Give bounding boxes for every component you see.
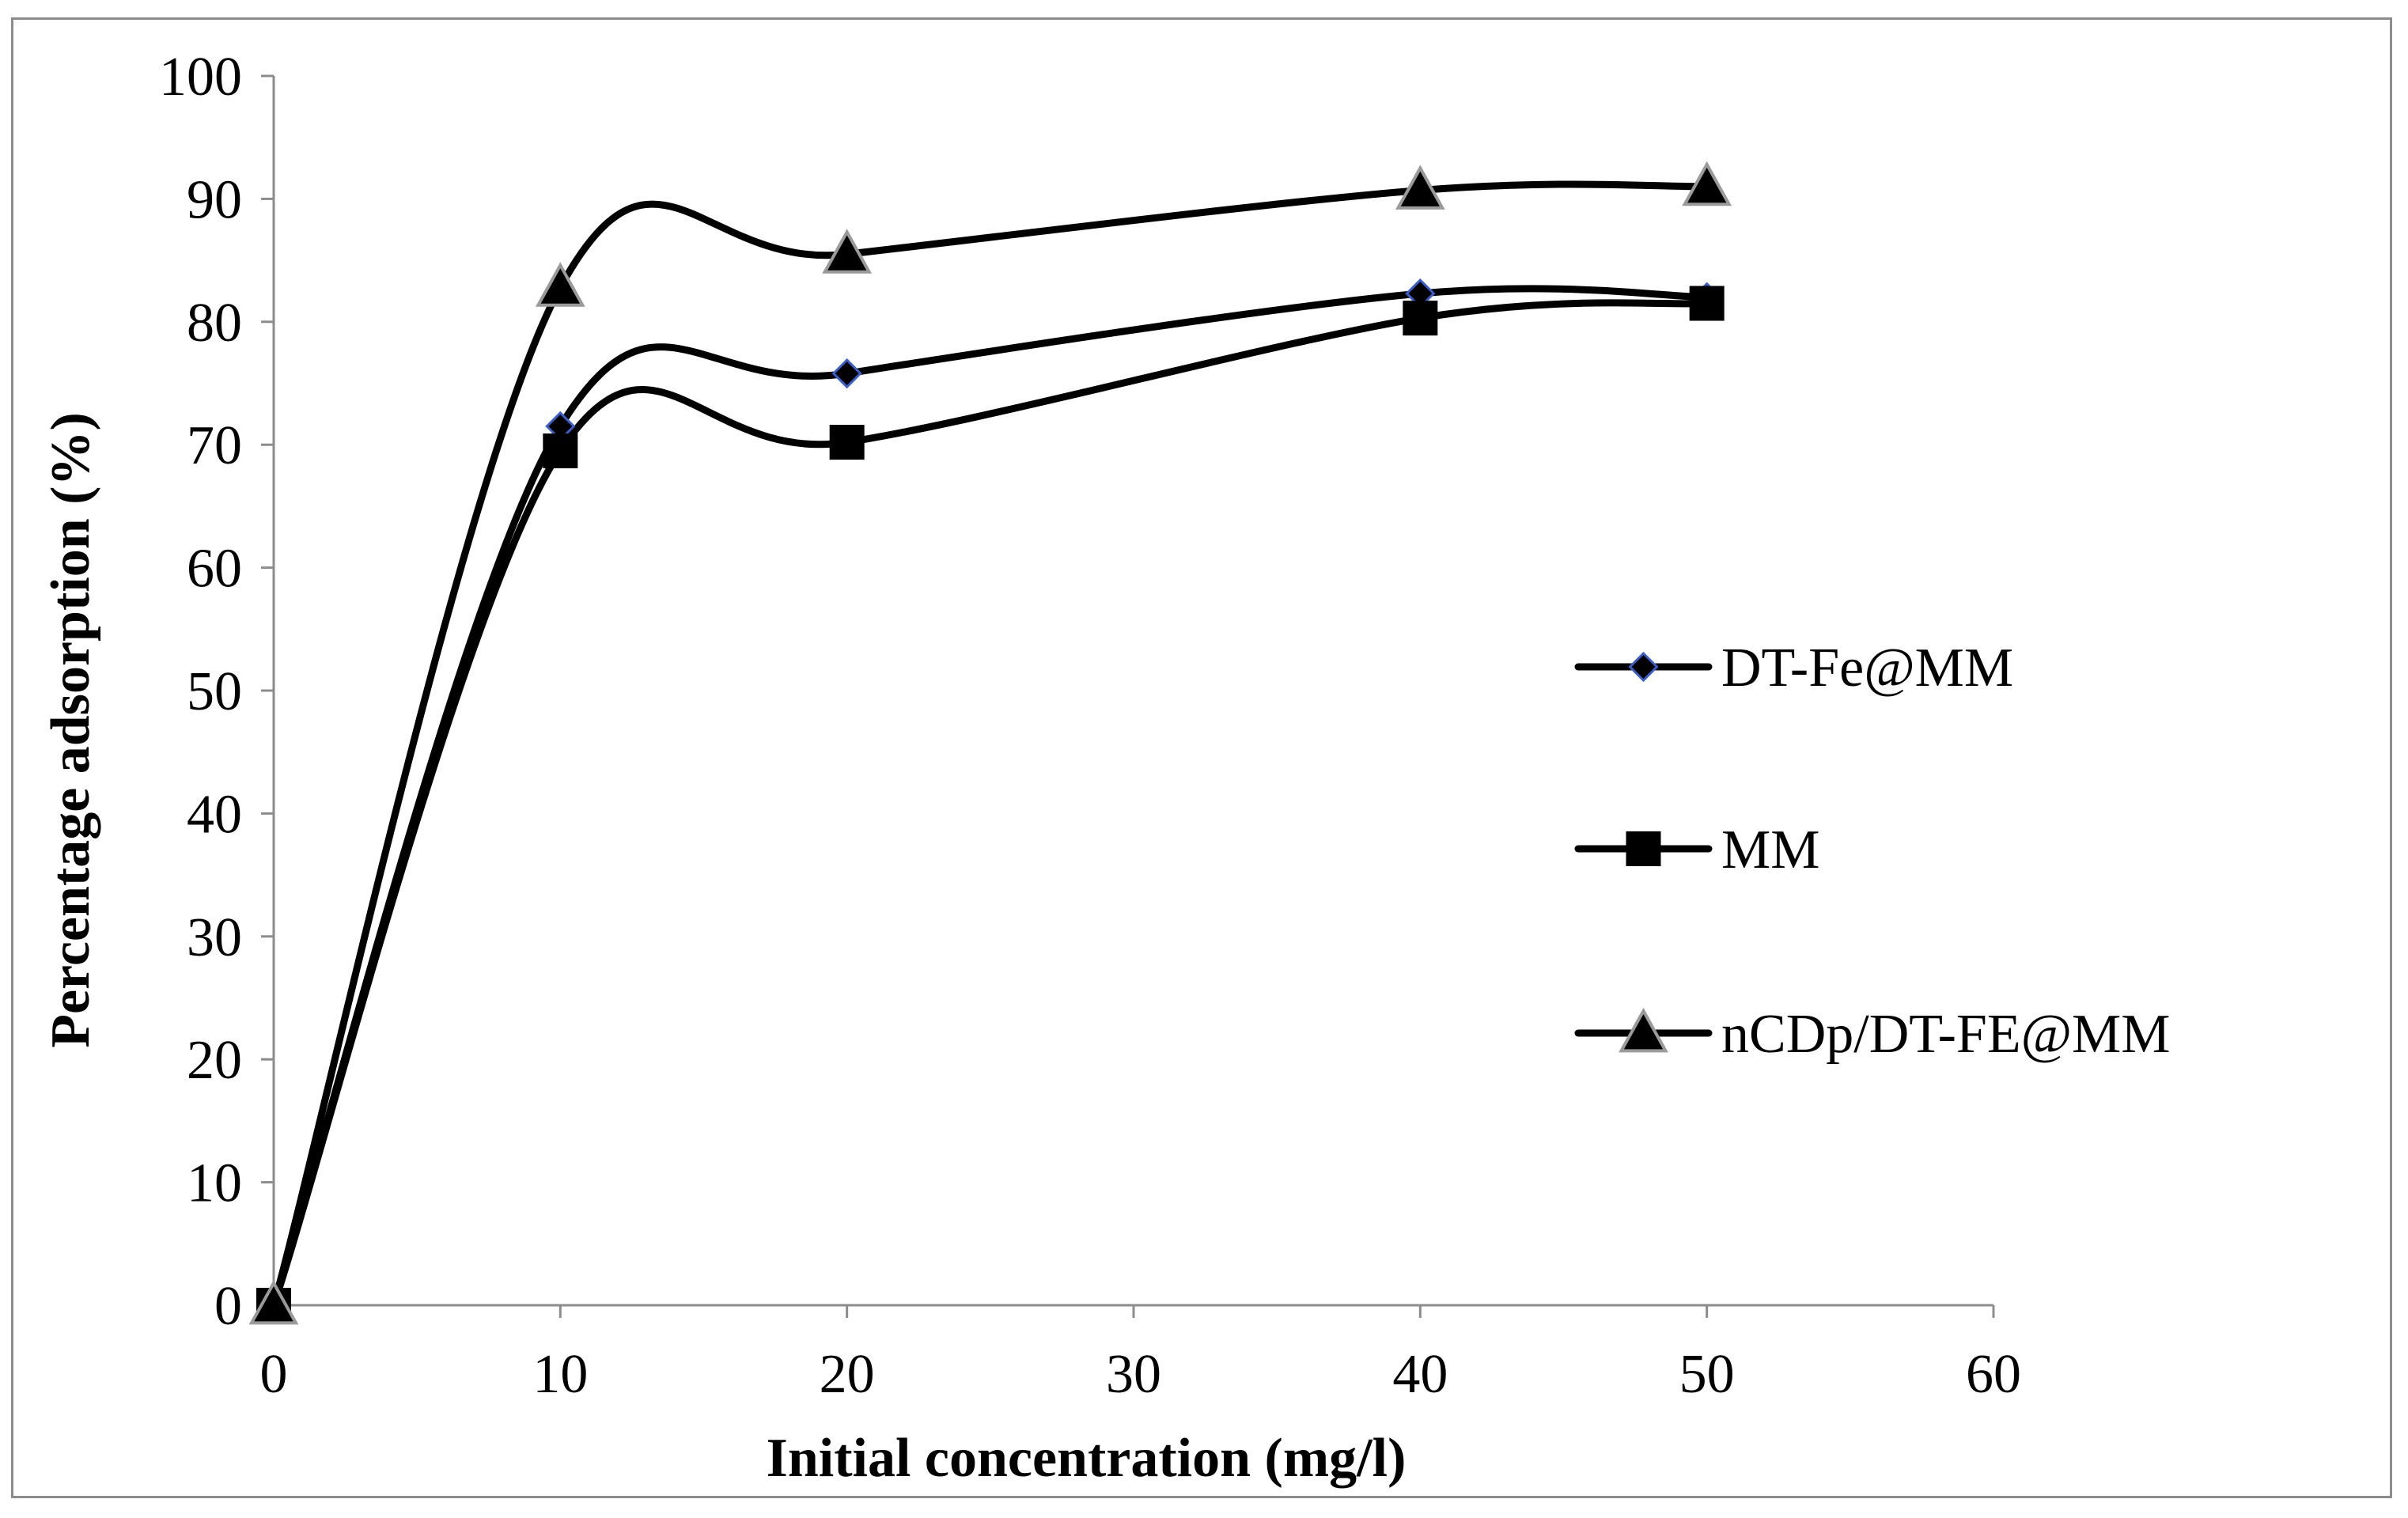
y-tick-label: 10 — [187, 1153, 242, 1214]
y-axis-title: Percentage adsorption (%) — [40, 412, 101, 1048]
series-layer — [270, 180, 1711, 1309]
data-point-square — [543, 433, 578, 468]
data-point-square — [829, 425, 865, 460]
x-tick-label: 0 — [260, 1344, 288, 1405]
x-axis-title: Initial concentration (mg/l) — [767, 1428, 1407, 1489]
y-tick-label: 100 — [159, 47, 242, 108]
legend-label: MM — [1721, 820, 1819, 880]
x-tick-label: 40 — [1392, 1344, 1448, 1405]
y-tick-label: 20 — [187, 1030, 242, 1091]
x-tick-label: 30 — [1106, 1344, 1161, 1405]
data-point-square — [1403, 301, 1438, 336]
axes: 0 10 20 30 40 50 60 70 80 90 100 0 10 20 30 40 50 60 — [159, 47, 2021, 1405]
series-line-1 — [270, 299, 1711, 1309]
y-tick-label: 0 — [214, 1276, 242, 1337]
data-point-diamond — [831, 358, 862, 389]
legend-label: nCDp/DT-FE@MM — [1721, 1004, 2171, 1065]
data-point-triangle — [1682, 161, 1732, 206]
legend: DT-Fe@MM MM nCDp/DT-FE@MM — [1574, 638, 2171, 1065]
data-point-square — [1689, 286, 1725, 321]
data-point-triangle — [248, 1279, 299, 1325]
legend-marker-diamond — [1628, 651, 1659, 683]
x-tick-label: 50 — [1679, 1344, 1735, 1405]
y-tick-label: 70 — [187, 415, 242, 476]
series-line-2 — [270, 180, 1711, 1309]
x-tick-label: 60 — [1966, 1344, 2021, 1405]
y-tick-label: 80 — [187, 293, 242, 354]
y-tick-label: 30 — [187, 907, 242, 968]
data-point-triangle — [1395, 165, 1445, 210]
data-point-triangle — [822, 229, 873, 274]
y-tick-label: 40 — [187, 784, 242, 845]
x-tick-label: 10 — [532, 1344, 588, 1405]
marker-layer — [248, 161, 1732, 1325]
legend-marker-square — [1626, 831, 1661, 866]
legend-label: DT-Fe@MM — [1721, 638, 2013, 698]
legend-marker-triangle — [1619, 1007, 1668, 1053]
series-line-0 — [270, 285, 1711, 1309]
y-tick-label: 90 — [187, 169, 242, 230]
y-tick-label: 50 — [187, 661, 242, 722]
data-point-triangle — [535, 262, 585, 307]
x-tick-label: 20 — [820, 1344, 875, 1405]
y-tick-label: 60 — [187, 539, 242, 600]
